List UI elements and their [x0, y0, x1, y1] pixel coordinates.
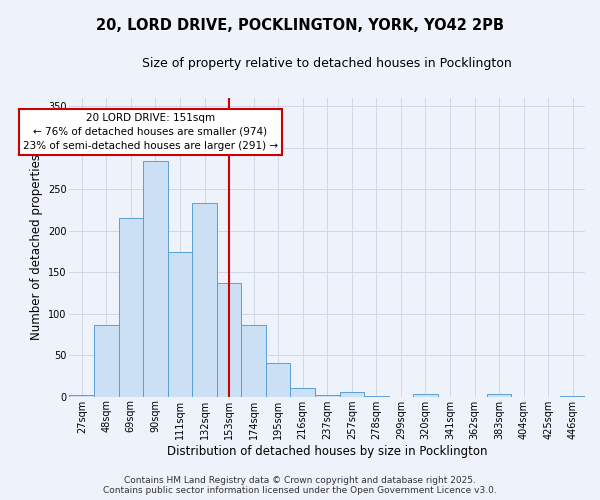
- Title: Size of property relative to detached houses in Pocklington: Size of property relative to detached ho…: [142, 58, 512, 70]
- Bar: [413, 394, 438, 396]
- Bar: [315, 395, 340, 396]
- Bar: [192, 202, 217, 396]
- Text: 20, LORD DRIVE, POCKLINGTON, YORK, YO42 2PB: 20, LORD DRIVE, POCKLINGTON, YORK, YO42 …: [96, 18, 504, 32]
- Text: Contains HM Land Registry data © Crown copyright and database right 2025.
Contai: Contains HM Land Registry data © Crown c…: [103, 476, 497, 495]
- Bar: [119, 218, 143, 396]
- Bar: [487, 394, 511, 396]
- X-axis label: Distribution of detached houses by size in Pocklington: Distribution of detached houses by size …: [167, 444, 487, 458]
- Bar: [340, 392, 364, 396]
- Y-axis label: Number of detached properties: Number of detached properties: [29, 154, 43, 340]
- Text: 20 LORD DRIVE: 151sqm
← 76% of detached houses are smaller (974)
23% of semi-det: 20 LORD DRIVE: 151sqm ← 76% of detached …: [23, 113, 278, 151]
- Bar: [143, 161, 167, 396]
- Bar: [290, 388, 315, 396]
- Bar: [167, 252, 192, 396]
- Bar: [94, 326, 119, 396]
- Bar: [266, 364, 290, 396]
- Bar: [70, 395, 94, 396]
- Bar: [241, 326, 266, 396]
- Bar: [217, 283, 241, 397]
